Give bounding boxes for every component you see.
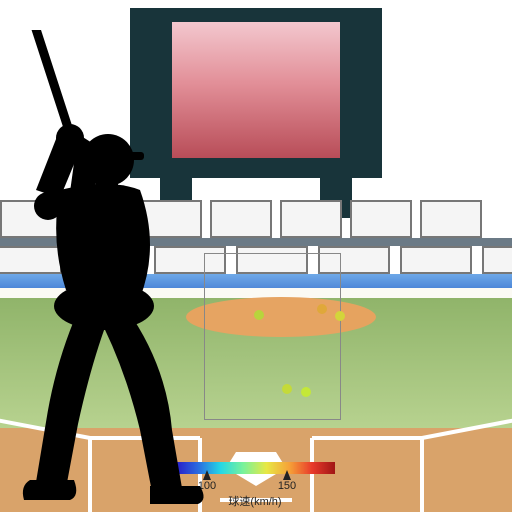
batter-silhouette-icon [0, 30, 230, 512]
pitch-marker [282, 384, 292, 394]
pitch-marker [335, 311, 345, 321]
colorbar-tick-icon [283, 470, 291, 480]
pitch-location-chart: 100 150 球速(km/h) [0, 0, 512, 512]
pitch-marker [301, 387, 311, 397]
pitch-marker [317, 304, 327, 314]
pitch-marker [254, 310, 264, 320]
colorbar-tick-label: 150 [273, 480, 301, 492]
